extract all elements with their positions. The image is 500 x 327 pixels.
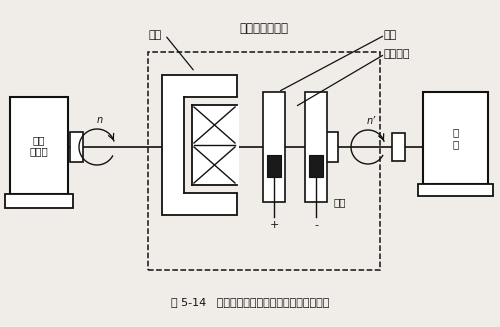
Bar bbox=[70, 132, 83, 162]
Bar bbox=[418, 184, 493, 196]
Bar bbox=[162, 75, 237, 215]
Text: -: - bbox=[314, 220, 318, 230]
Text: 磁极: 磁极 bbox=[383, 30, 396, 40]
Text: 滑环: 滑环 bbox=[334, 197, 346, 207]
Bar bbox=[267, 155, 281, 177]
Text: 异步
电动机: 异步 电动机 bbox=[30, 135, 48, 156]
Text: n’: n’ bbox=[366, 116, 376, 126]
Bar bbox=[10, 97, 68, 194]
Bar bbox=[148, 52, 380, 270]
Bar bbox=[309, 155, 323, 177]
Bar bbox=[263, 92, 285, 202]
Text: 图 5-14   电磁转差离合器的调速系统结构示意图: 图 5-14 电磁转差离合器的调速系统结构示意图 bbox=[171, 297, 329, 307]
Bar bbox=[392, 133, 405, 161]
Text: +: + bbox=[270, 220, 278, 230]
Bar bbox=[184, 97, 239, 193]
Text: 负
载: 负 载 bbox=[452, 127, 458, 149]
Text: 励磁线圈: 励磁线圈 bbox=[383, 49, 409, 59]
Text: n: n bbox=[97, 115, 103, 125]
Bar bbox=[305, 92, 327, 202]
Bar bbox=[423, 92, 488, 184]
Text: 电枢: 电枢 bbox=[148, 30, 162, 40]
Text: 电磁转差离合器: 电磁转差离合器 bbox=[240, 22, 288, 35]
Bar bbox=[325, 132, 338, 162]
Bar bbox=[5, 194, 73, 208]
Bar bbox=[192, 105, 239, 185]
